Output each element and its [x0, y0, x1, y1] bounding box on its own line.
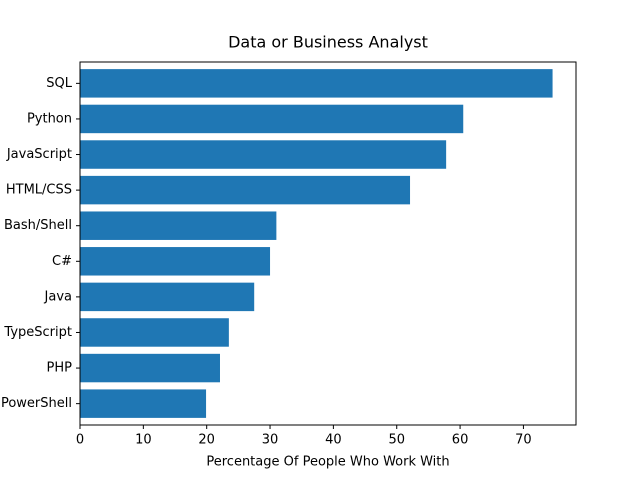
x-tick-label: 0 — [76, 433, 84, 448]
x-tick-label: 50 — [388, 433, 405, 448]
y-tick-label: PHP — [47, 361, 73, 376]
bar — [80, 211, 277, 240]
y-tick-label: C# — [52, 254, 72, 269]
bar — [80, 318, 229, 347]
y-tick-label: PowerShell — [1, 396, 72, 411]
bar — [80, 353, 220, 383]
x-tick-label: 40 — [325, 433, 342, 448]
y-tick-label: Java — [44, 289, 72, 304]
x-tick-label: 20 — [198, 433, 215, 448]
chart-title: Data or Business Analyst — [228, 33, 428, 52]
y-tick-label: TypeScript — [3, 325, 72, 340]
x-axis-label: Percentage Of People Who Work With — [206, 455, 449, 470]
x-tick-label: 60 — [452, 433, 469, 448]
bar — [80, 247, 271, 276]
axes-frame — [79, 61, 577, 426]
x-tick-label: 70 — [515, 433, 532, 448]
y-tick-label: Python — [27, 111, 72, 126]
bar — [80, 104, 464, 134]
y-tick-label: Bash/Shell — [4, 218, 72, 233]
x-tick-label: 30 — [262, 433, 279, 448]
y-tick-label: HTML/CSS — [6, 183, 72, 198]
bar — [80, 175, 411, 205]
bar — [80, 69, 553, 98]
x-tick-label: 10 — [135, 433, 152, 448]
bar — [80, 140, 447, 169]
bar — [80, 389, 207, 418]
y-tick-label: JavaScript — [6, 147, 72, 162]
y-tick-label: SQL — [46, 76, 72, 91]
bar — [80, 282, 255, 312]
